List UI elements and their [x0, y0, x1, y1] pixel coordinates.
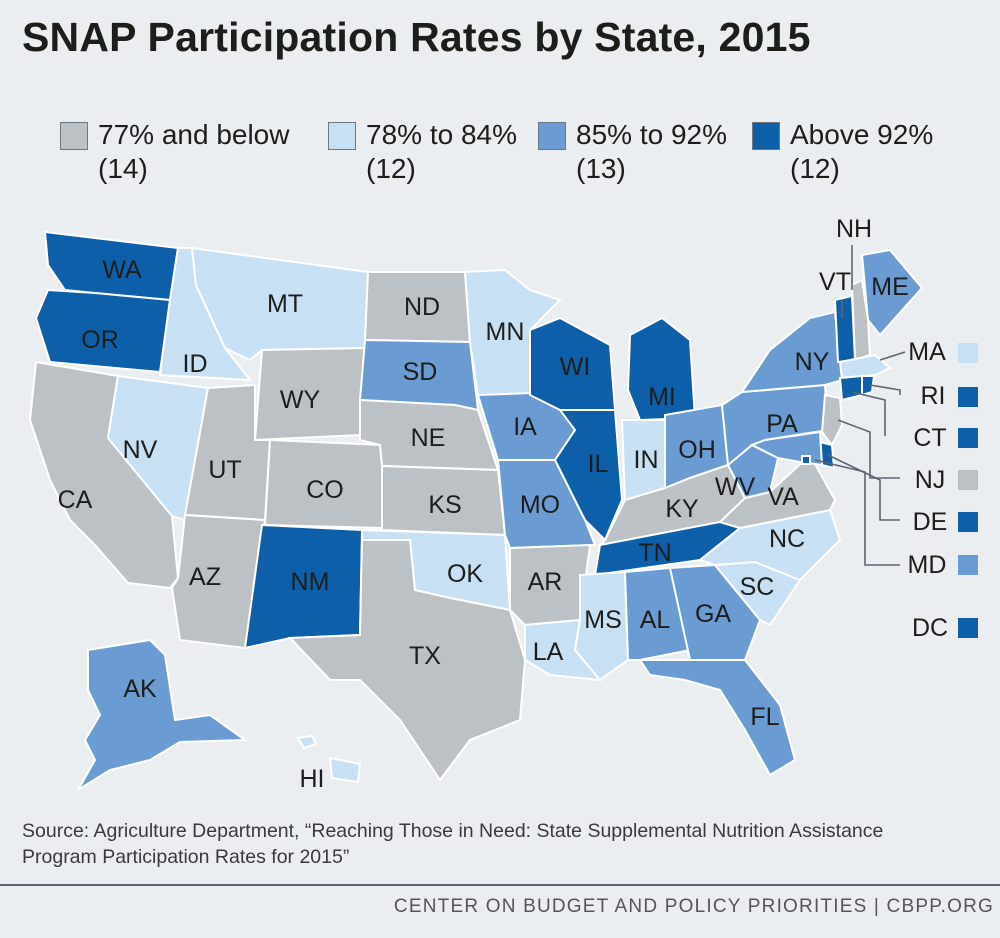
state-nv	[106, 374, 210, 522]
legend-label: 77% and below (14)	[98, 119, 290, 184]
state-ct	[838, 374, 863, 402]
label-ar: AR	[528, 568, 563, 596]
label-ct: CT	[913, 424, 946, 452]
label-mn: MN	[486, 318, 525, 346]
label-wy: WY	[280, 386, 321, 414]
callout-leaders	[814, 245, 906, 566]
label-nd: ND	[404, 293, 440, 321]
label-nm: NM	[291, 568, 330, 596]
label-id: ID	[183, 350, 208, 378]
state-dc	[801, 455, 811, 465]
callout-swatch-ct	[958, 428, 978, 448]
label-ca: CA	[58, 486, 93, 514]
label-il: IL	[588, 450, 609, 478]
label-fl: FL	[750, 703, 779, 731]
label-tx: TX	[409, 642, 441, 670]
label-md: MD	[908, 551, 947, 579]
source-note: Source: Agriculture Department, “Reachin…	[22, 820, 884, 868]
legend-label: 85% to 92% (13)	[576, 119, 727, 184]
legend-swatch	[752, 122, 780, 150]
callout-swatch-de	[958, 512, 978, 532]
label-ne: NE	[411, 424, 446, 452]
state-hi	[296, 734, 318, 750]
callout-swatch-dc	[958, 618, 978, 638]
label-ut: UT	[208, 456, 241, 484]
label-vt: VT	[819, 268, 851, 296]
label-wv: WV	[715, 473, 756, 501]
label-mt: MT	[267, 290, 303, 318]
label-ia: IA	[513, 413, 537, 441]
legend-swatch	[328, 122, 356, 150]
us-map: WA OR CA ID NV MT WY UT CO AZ NM ND SD N…	[28, 215, 978, 793]
state-tx	[287, 539, 527, 782]
callout-swatch-md	[958, 555, 978, 575]
state-ga	[668, 563, 762, 661]
label-pa: PA	[766, 410, 798, 438]
state-nj	[820, 393, 844, 447]
label-sd: SD	[403, 358, 438, 386]
legend-swatch	[60, 122, 88, 150]
legend-swatch	[538, 122, 566, 150]
state-fl	[638, 659, 797, 777]
label-nv: NV	[123, 436, 158, 464]
footer-divider	[0, 884, 1000, 886]
label-ky: KY	[665, 495, 699, 523]
label-in: IN	[634, 446, 659, 474]
label-tn: TN	[638, 539, 671, 567]
state-labels: WA OR CA ID NV MT WY UT CO AZ NM ND SD N…	[58, 215, 948, 793]
footer-credit: CENTER ON BUDGET AND POLICY PRIORITIES |…	[393, 896, 994, 917]
callout-swatch-ri	[958, 387, 978, 407]
label-sc: SC	[740, 573, 775, 601]
label-me: ME	[871, 273, 909, 301]
state-hi-island	[328, 756, 362, 784]
state-al	[623, 566, 692, 661]
label-ms: MS	[584, 606, 622, 634]
label-la: LA	[533, 638, 564, 666]
label-oh: OH	[678, 436, 716, 464]
label-or: OR	[81, 326, 119, 354]
label-wa: WA	[102, 256, 142, 284]
label-ny: NY	[795, 348, 830, 376]
state-il	[553, 409, 624, 542]
state-vt	[833, 294, 857, 364]
state-ma	[838, 353, 892, 380]
label-al: AL	[640, 606, 671, 634]
label-dc: DC	[912, 614, 948, 642]
legend-label: Above 92% (12)	[790, 119, 934, 184]
label-ks: KS	[428, 491, 461, 519]
label-mi: MI	[648, 383, 676, 411]
label-nh: NH	[836, 215, 872, 243]
callout-swatch-nj	[958, 470, 978, 490]
legend-label: 78% to 84% (12)	[366, 119, 517, 184]
label-ga: GA	[695, 600, 731, 628]
label-wi: WI	[560, 353, 591, 381]
label-ri: RI	[921, 382, 946, 410]
label-va: VA	[767, 483, 799, 511]
state-ak	[77, 638, 248, 791]
label-ak: AK	[123, 675, 157, 703]
label-ma: MA	[908, 338, 946, 366]
label-az: AZ	[189, 563, 221, 591]
label-hi: HI	[300, 765, 325, 793]
state-ri	[861, 375, 876, 397]
label-nc: NC	[769, 525, 805, 553]
callout-swatch-ma	[958, 343, 978, 363]
label-mo: MO	[520, 491, 560, 519]
label-de: DE	[913, 508, 948, 536]
label-ok: OK	[447, 560, 483, 588]
label-co: CO	[306, 476, 344, 504]
page-title: SNAP Participation Rates by State, 2015	[22, 14, 811, 60]
label-nj: NJ	[915, 466, 946, 494]
